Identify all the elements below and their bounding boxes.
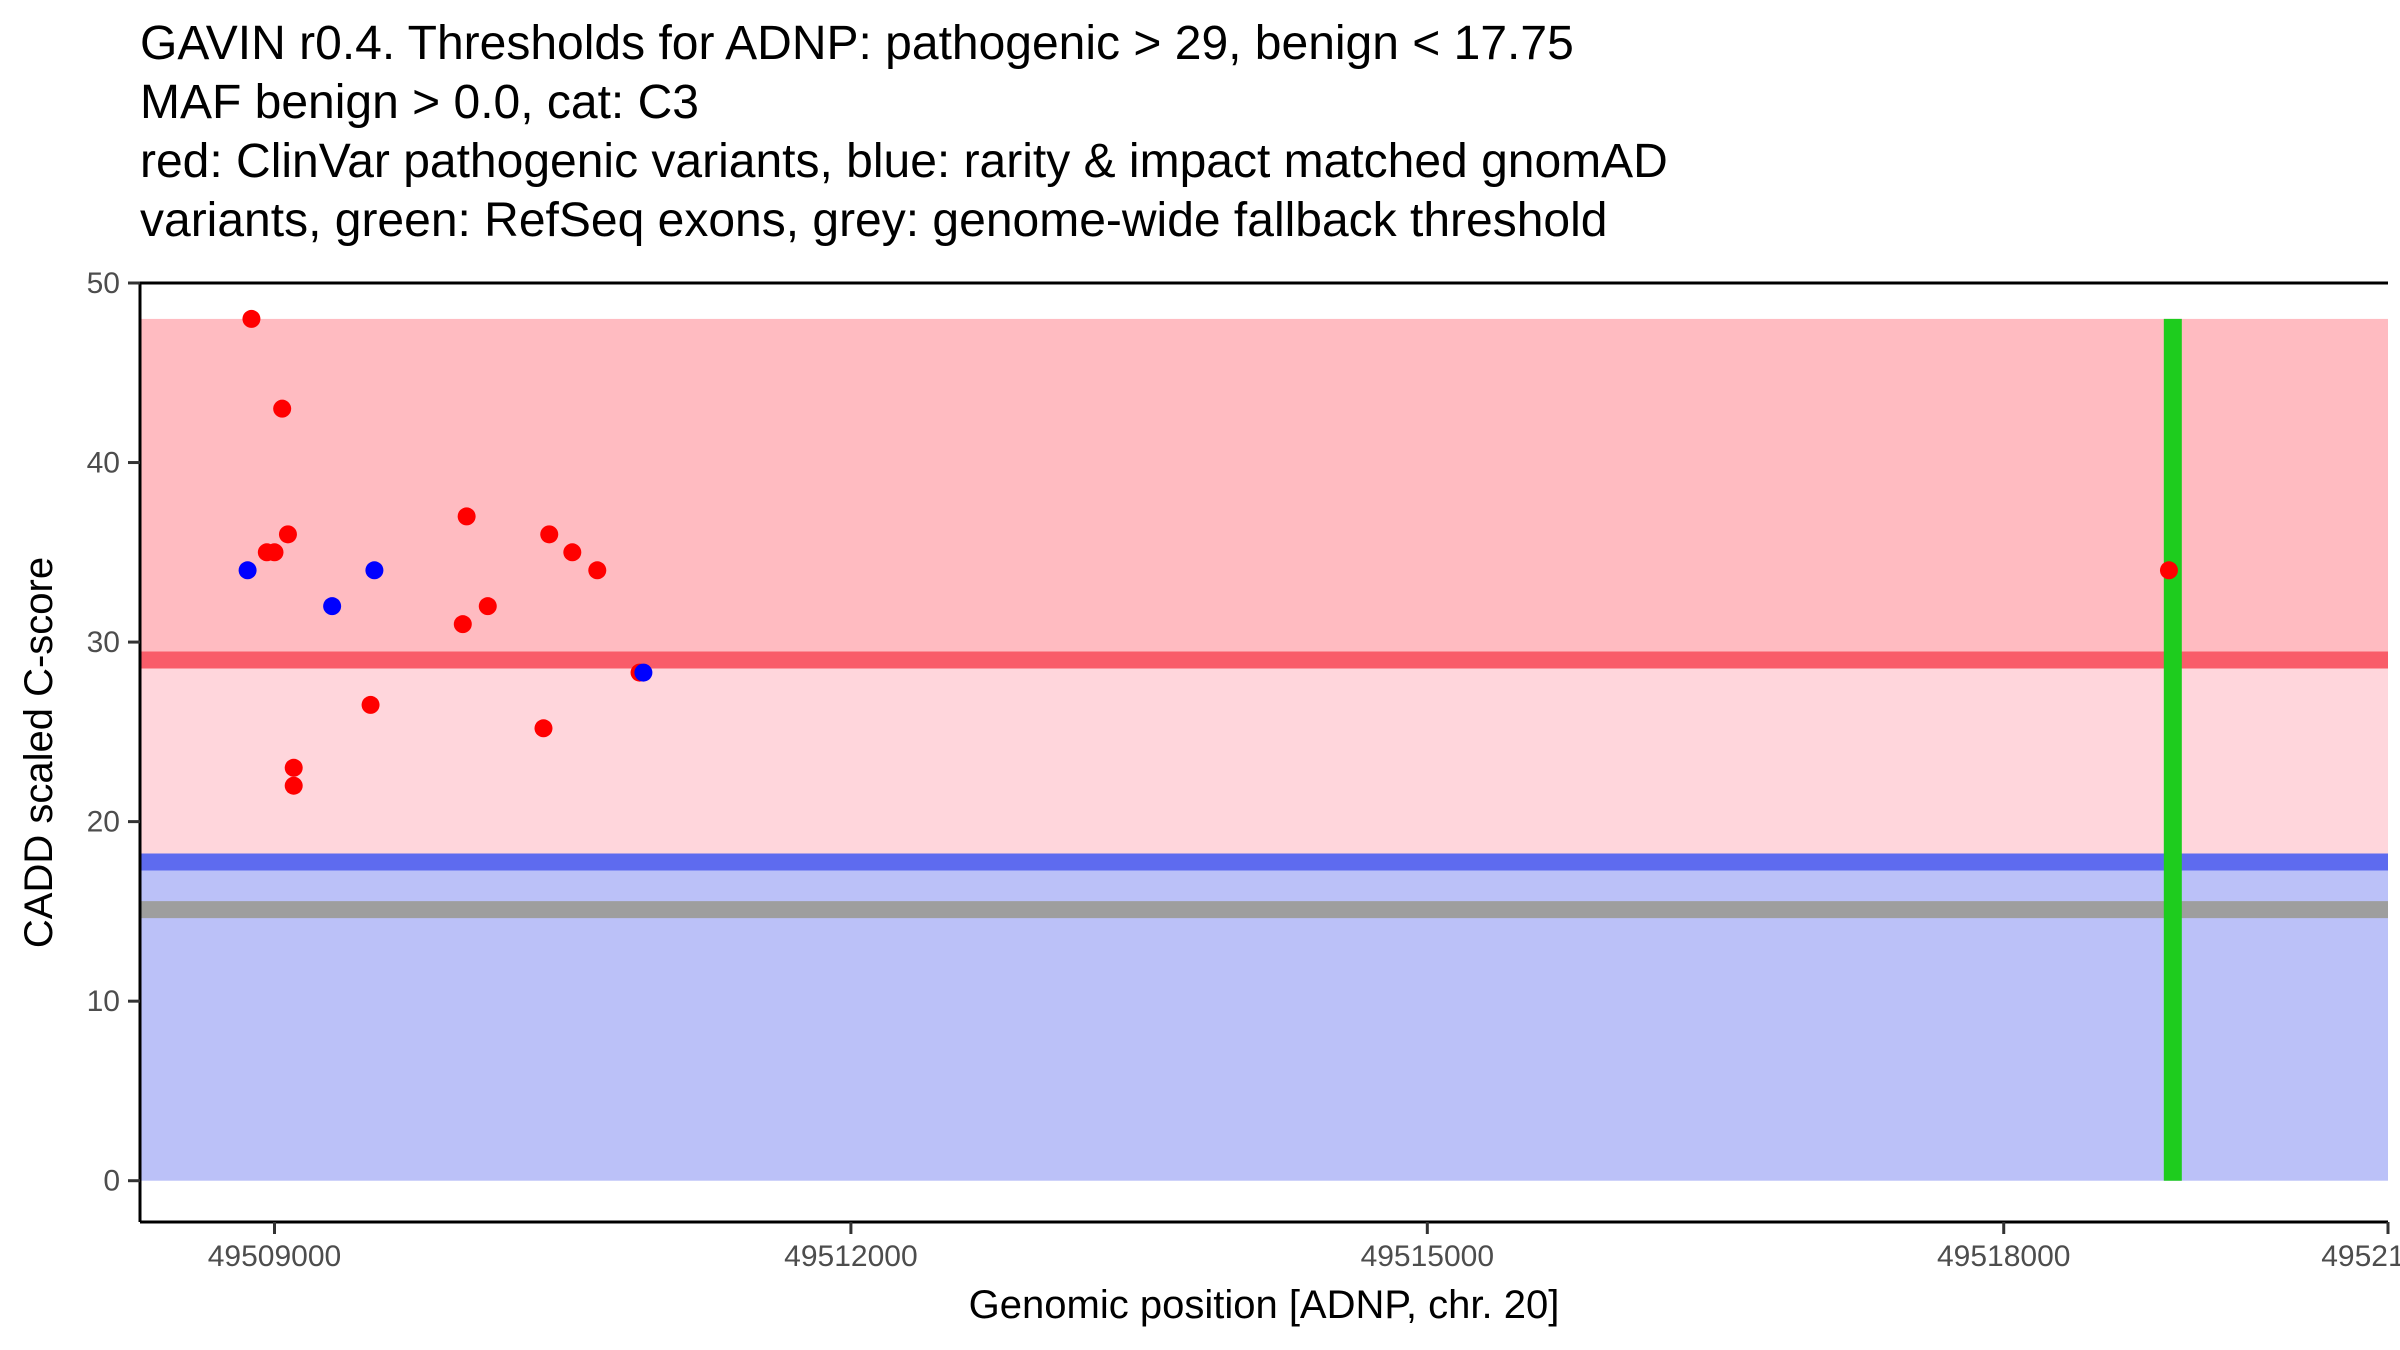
y-tick-label: 20 bbox=[87, 806, 120, 839]
clinvar-point bbox=[278, 525, 297, 544]
gnomad-point bbox=[323, 597, 342, 616]
clinvar-point bbox=[478, 597, 497, 616]
clinvar-point bbox=[457, 507, 476, 526]
y-axis-title: CADD scaled C-score bbox=[17, 557, 61, 948]
y-tick-label: 30 bbox=[87, 626, 120, 659]
title-line-2: MAF benign > 0.0, cat: C3 bbox=[140, 76, 699, 129]
title-line-4: variants, green: RefSeq exons, grey: gen… bbox=[140, 194, 1608, 247]
title-line-3: red: ClinVar pathogenic variants, blue: … bbox=[140, 135, 1668, 188]
clinvar-point bbox=[540, 525, 559, 544]
clinvar-point bbox=[453, 615, 472, 634]
x-tick-label: 49512000 bbox=[784, 1240, 917, 1273]
clinvar-point bbox=[588, 561, 607, 580]
region-vus bbox=[140, 660, 2388, 863]
clinvar-point bbox=[534, 719, 553, 738]
clinvar-point bbox=[284, 776, 303, 795]
title-line-1: GAVIN r0.4. Thresholds for ADNP: pathoge… bbox=[140, 17, 1574, 70]
y-axis-ticks: 0 10 20 30 40 50 bbox=[87, 267, 140, 1198]
data-points bbox=[238, 309, 2178, 795]
y-tick-label: 40 bbox=[87, 447, 120, 480]
x-tick-label: 49521000 bbox=[2321, 1240, 2400, 1273]
y-tick-label: 0 bbox=[103, 1165, 120, 1198]
region-pathogenic bbox=[140, 318, 2388, 661]
chart-title: GAVIN r0.4. Thresholds for ADNP: pathoge… bbox=[140, 14, 1668, 250]
y-tick-label: 10 bbox=[87, 985, 120, 1018]
gnomad-point bbox=[634, 663, 653, 682]
gnomad-point bbox=[365, 561, 384, 580]
clinvar-point bbox=[361, 695, 380, 714]
x-axis-ticks: 49509000 49512000 49515000 49518000 49521000 bbox=[208, 1222, 2400, 1273]
clinvar-point bbox=[265, 543, 284, 562]
gnomad-point bbox=[238, 561, 257, 580]
clinvar-point bbox=[563, 543, 582, 562]
clinvar-point bbox=[2159, 561, 2178, 580]
clinvar-point bbox=[242, 309, 261, 328]
clinvar-point bbox=[284, 758, 303, 777]
axes bbox=[138, 281, 2388, 1224]
y-tick-label: 50 bbox=[87, 267, 120, 300]
x-tick-label: 49509000 bbox=[208, 1240, 341, 1273]
threshold-lines bbox=[140, 651, 2388, 919]
clinvar-point bbox=[273, 399, 292, 418]
x-tick-label: 49515000 bbox=[1361, 1240, 1494, 1273]
threshold-regions bbox=[140, 318, 2388, 1181]
x-tick-label: 49518000 bbox=[1937, 1240, 2070, 1273]
x-axis-title: Genomic position [ADNP, chr. 20] bbox=[969, 1283, 1560, 1327]
